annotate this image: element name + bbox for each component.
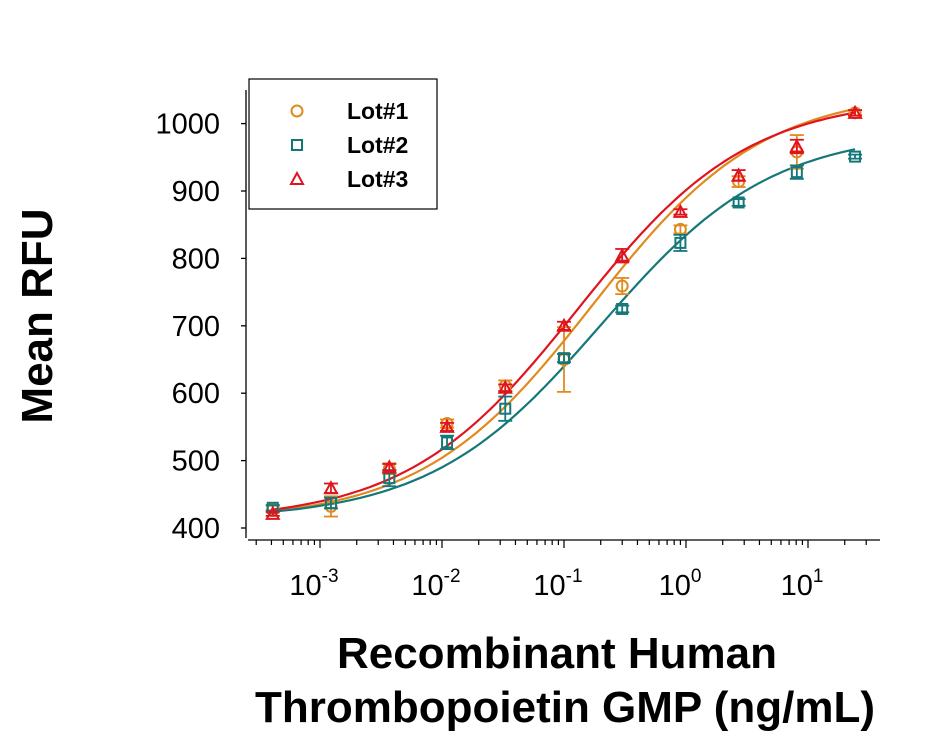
data-point-triangle: [789, 138, 805, 153]
data-point-square: [558, 352, 570, 365]
series-lot2: [265, 150, 863, 514]
y-tick-label: 800: [172, 243, 220, 275]
data-point-triangle: [323, 480, 339, 495]
data-point-triangle: [265, 505, 281, 520]
y-axis-title: Mean RFU: [13, 208, 62, 423]
data-point-triangle: [614, 247, 630, 262]
data-point-triangle: [730, 167, 747, 182]
data-points: [265, 104, 863, 520]
y-tick-label: 700: [172, 311, 220, 343]
data-point-square: [732, 196, 745, 209]
data-point-square: [616, 302, 629, 315]
x-tick-label: 10-2: [411, 566, 460, 602]
data-point-triangle: [556, 317, 572, 332]
x-tick-label: 10-3: [289, 566, 338, 602]
y-tick-label: 400: [172, 513, 220, 545]
legend-box: [248, 78, 438, 210]
legend-square-icon: [291, 139, 303, 151]
x-axis-title-line-2: Thrombopoietin GMP (ng/mL): [255, 683, 875, 732]
legend-circle-icon: [290, 104, 304, 118]
data-point-square: [324, 497, 337, 510]
y-tick-label: 600: [172, 378, 220, 410]
y-tick-label: 1000: [155, 109, 220, 141]
data-point-square: [790, 166, 803, 179]
y-tick-label: 900: [172, 176, 220, 208]
data-point-triangle: [439, 418, 455, 433]
data-point-circle: [615, 279, 629, 293]
y-tick-label: 500: [172, 446, 220, 478]
x-axis: 10-3 10-2 10-1 100 101: [248, 539, 880, 602]
series-lot3: [265, 104, 863, 520]
legend: Lot#1 Lot#2 Lot#3: [248, 78, 438, 210]
data-point-triangle: [497, 379, 513, 394]
legend-label: Lot#2: [347, 132, 408, 158]
x-tick-label: 10-1: [533, 566, 582, 602]
data-point-square: [849, 150, 862, 163]
data-point-triangle: [381, 459, 398, 474]
data-point-square: [674, 236, 687, 249]
data-point-square: [441, 436, 454, 449]
data-point-triangle: [847, 104, 863, 119]
legend-label: Lot#1: [347, 98, 409, 124]
legend-triangle-icon: [289, 170, 305, 185]
data-point-triangle: [672, 203, 689, 218]
x-tick-label: 100: [659, 566, 702, 602]
x-axis-title-line-1: Recombinant Human: [337, 629, 777, 678]
data-point-square: [499, 402, 512, 415]
x-tick-label: 101: [781, 566, 824, 602]
y-axis: 400 500 600 700 800 900 1000: [155, 90, 247, 545]
legend-label: Lot#3: [347, 166, 408, 192]
